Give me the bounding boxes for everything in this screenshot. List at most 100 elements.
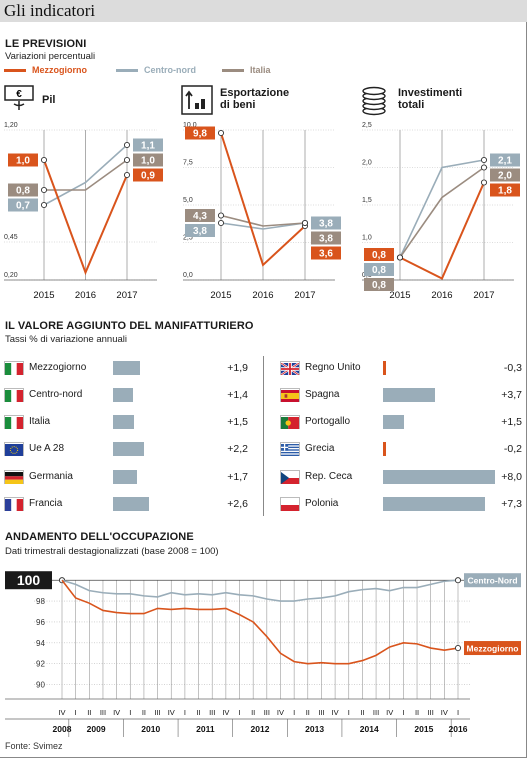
- poland-flag-icon: [280, 497, 300, 511]
- quarter-label: II: [142, 708, 146, 717]
- quarter-label: III: [428, 708, 434, 717]
- quarter-label: I: [75, 708, 77, 717]
- bar-category-label: Centro-nord: [29, 389, 82, 400]
- data-point: [218, 130, 223, 135]
- x-tick-label: 2017: [116, 290, 137, 301]
- value-label: 1,8: [498, 186, 512, 197]
- value-label: 3,8: [193, 226, 207, 237]
- bar-value-label: -0,3: [482, 362, 522, 374]
- bar-category-label: Regno Unito: [305, 362, 361, 373]
- value-label: 4,3: [193, 211, 207, 222]
- quarter-label: III: [318, 708, 324, 717]
- quarter-label: I: [184, 708, 186, 717]
- bar: [113, 361, 140, 375]
- series-line-centro-nord: [62, 580, 458, 601]
- bar: [113, 470, 137, 484]
- value-label: 0,8: [372, 265, 386, 276]
- italy-flag-icon: [4, 415, 24, 429]
- data-point: [455, 645, 460, 650]
- bar: [383, 442, 386, 456]
- y-tick-label: 0,0: [183, 272, 193, 279]
- y-tick-label: 90: [36, 681, 45, 690]
- data-point: [481, 180, 486, 185]
- bar-category-label: Italia: [29, 416, 50, 427]
- data-point: [455, 578, 460, 583]
- data-point: [41, 202, 46, 207]
- quarter-label: IV: [222, 708, 229, 717]
- quarter-label: IV: [386, 708, 393, 717]
- value-label: 9,8: [193, 129, 207, 140]
- manufacturing-title: IL VALORE AGGIUNTO DEL MANIFATTURIERO: [5, 320, 254, 332]
- year-label: 2016: [449, 724, 468, 734]
- value-label: 1,0: [141, 156, 155, 167]
- y-tick-label: 2,5: [362, 122, 372, 129]
- quarter-label: IV: [277, 708, 284, 717]
- data-point: [124, 157, 129, 162]
- quarter-label: III: [373, 708, 379, 717]
- manufacturing-subtitle: Tassi % di variazione annuali: [5, 334, 127, 345]
- quarter-label: II: [251, 708, 255, 717]
- bar: [383, 497, 485, 511]
- y-tick-label: 2,0: [362, 160, 372, 167]
- bar: [113, 497, 149, 511]
- year-label: 2011: [196, 724, 215, 734]
- y-tick-label: 1,0: [362, 235, 372, 242]
- bar-value-label: +7,3: [482, 498, 522, 510]
- germany-flag-icon: [4, 470, 24, 484]
- y-tick-label: 0,45: [4, 234, 18, 241]
- data-point: [41, 187, 46, 192]
- bar-value-label: +1,9: [208, 362, 248, 374]
- bar: [113, 415, 134, 429]
- series-tag-label: Centro-Nord: [467, 576, 517, 586]
- y-tick-label: 7,5: [183, 160, 193, 167]
- quarter-label: III: [100, 708, 106, 717]
- quarter-label: III: [209, 708, 215, 717]
- bar-value-label: -0,2: [482, 443, 522, 455]
- bar-value-label: +1,7: [208, 471, 248, 483]
- value-label: 3,8: [319, 219, 333, 230]
- y-tick-label: 96: [36, 618, 45, 627]
- quarter-label: IV: [168, 708, 175, 717]
- data-point: [218, 213, 223, 218]
- x-tick-label: 2015: [33, 290, 54, 301]
- bar-value-label: +2,6: [208, 498, 248, 510]
- bar-category-label: Portogallo: [305, 416, 350, 427]
- value-label: 0,8: [372, 250, 386, 261]
- x-tick-label: 2017: [294, 290, 315, 301]
- greece-flag-icon: [280, 442, 300, 456]
- year-label: 2012: [251, 724, 270, 734]
- bar: [383, 415, 404, 429]
- data-point: [481, 165, 486, 170]
- data-point: [218, 220, 223, 225]
- x-tick-label: 2016: [252, 290, 273, 301]
- quarter-label: I: [402, 708, 404, 717]
- column-divider: [263, 356, 264, 516]
- bar-value-label: +3,7: [482, 389, 522, 401]
- value-label: 0,7: [16, 201, 30, 212]
- quarter-label: I: [238, 708, 240, 717]
- czech-flag-icon: [280, 470, 300, 484]
- data-point: [481, 157, 486, 162]
- y-tick-label: 92: [36, 660, 45, 669]
- portugal-flag-icon: [280, 415, 300, 429]
- y-tick-label: 1,20: [4, 122, 18, 129]
- data-point: [124, 142, 129, 147]
- forecast-charts: 1,200,450,202015 2016 20171,00,80,71,11,00…: [0, 0, 527, 310]
- quarter-label: II: [306, 708, 310, 717]
- value-label: 0,8: [372, 280, 386, 291]
- quarter-label: I: [129, 708, 131, 717]
- quarter-label: I: [457, 708, 459, 717]
- bar: [383, 470, 495, 484]
- x-tick-label: 2016: [431, 290, 452, 301]
- bar-category-label: Spagna: [305, 389, 339, 400]
- base-label: 100: [17, 572, 41, 588]
- y-tick-label: 5,0: [183, 197, 193, 204]
- quarter-label: II: [415, 708, 419, 717]
- eu-flag-icon: [4, 442, 24, 456]
- bar-value-label: +1,5: [208, 416, 248, 428]
- employment-chart: 9896949290IV I II III IV I II III IV I II III IV I II I…: [0, 555, 527, 740]
- bar-category-label: Ue A 28: [29, 443, 64, 454]
- value-label: 2,0: [498, 171, 512, 182]
- source-note: Fonte: Svimez: [5, 741, 63, 751]
- data-point: [302, 220, 307, 225]
